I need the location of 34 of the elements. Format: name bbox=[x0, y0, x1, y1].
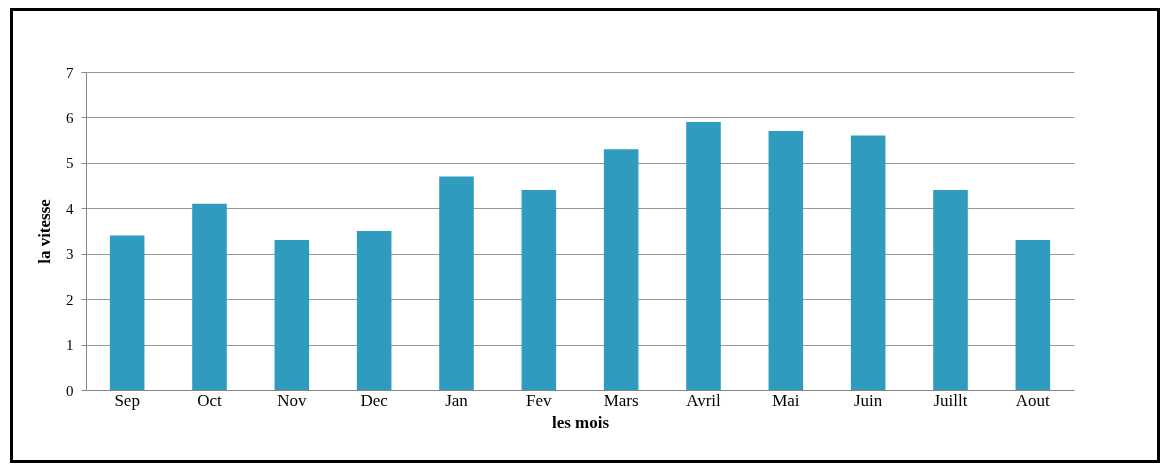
bar bbox=[109, 235, 145, 390]
x-axis-title: les mois bbox=[551, 412, 610, 432]
y-tick-label: 2 bbox=[66, 291, 74, 308]
bar bbox=[439, 176, 474, 390]
y-tick-label: 4 bbox=[66, 200, 74, 217]
x-tick-label: Fev bbox=[526, 390, 553, 410]
bar bbox=[521, 190, 557, 390]
y-tick-label: 3 bbox=[66, 246, 74, 263]
bar bbox=[356, 231, 392, 390]
x-tick-label: Nov bbox=[277, 390, 307, 410]
y-axis-title: la vitesse bbox=[35, 198, 54, 264]
x-tick-label: Aout bbox=[1015, 390, 1051, 410]
x-tick-label: Mars bbox=[603, 390, 639, 410]
x-tick-label: Juillt bbox=[933, 390, 968, 410]
y-tick-label: 6 bbox=[66, 109, 74, 126]
y-tick-label: 0 bbox=[66, 382, 74, 399]
bar bbox=[686, 121, 721, 390]
x-tick-label: Sep bbox=[114, 390, 140, 410]
bar bbox=[933, 190, 968, 390]
bar bbox=[274, 240, 310, 390]
x-tick-label: Jan bbox=[445, 390, 469, 410]
x-tick-label: Juin bbox=[853, 390, 883, 410]
x-tick-label: Oct bbox=[197, 390, 223, 410]
bar bbox=[850, 135, 886, 390]
y-tick-label: 7 bbox=[66, 64, 74, 81]
bar bbox=[768, 131, 804, 390]
x-tick-label: Dec bbox=[360, 390, 389, 410]
bar bbox=[1015, 240, 1051, 390]
x-tick-label: Avril bbox=[686, 390, 722, 410]
bar bbox=[192, 203, 227, 390]
y-tick-label: 1 bbox=[66, 337, 74, 354]
y-tick-label: 5 bbox=[66, 155, 74, 172]
bar bbox=[603, 149, 639, 390]
x-tick-label: Mai bbox=[772, 390, 800, 410]
